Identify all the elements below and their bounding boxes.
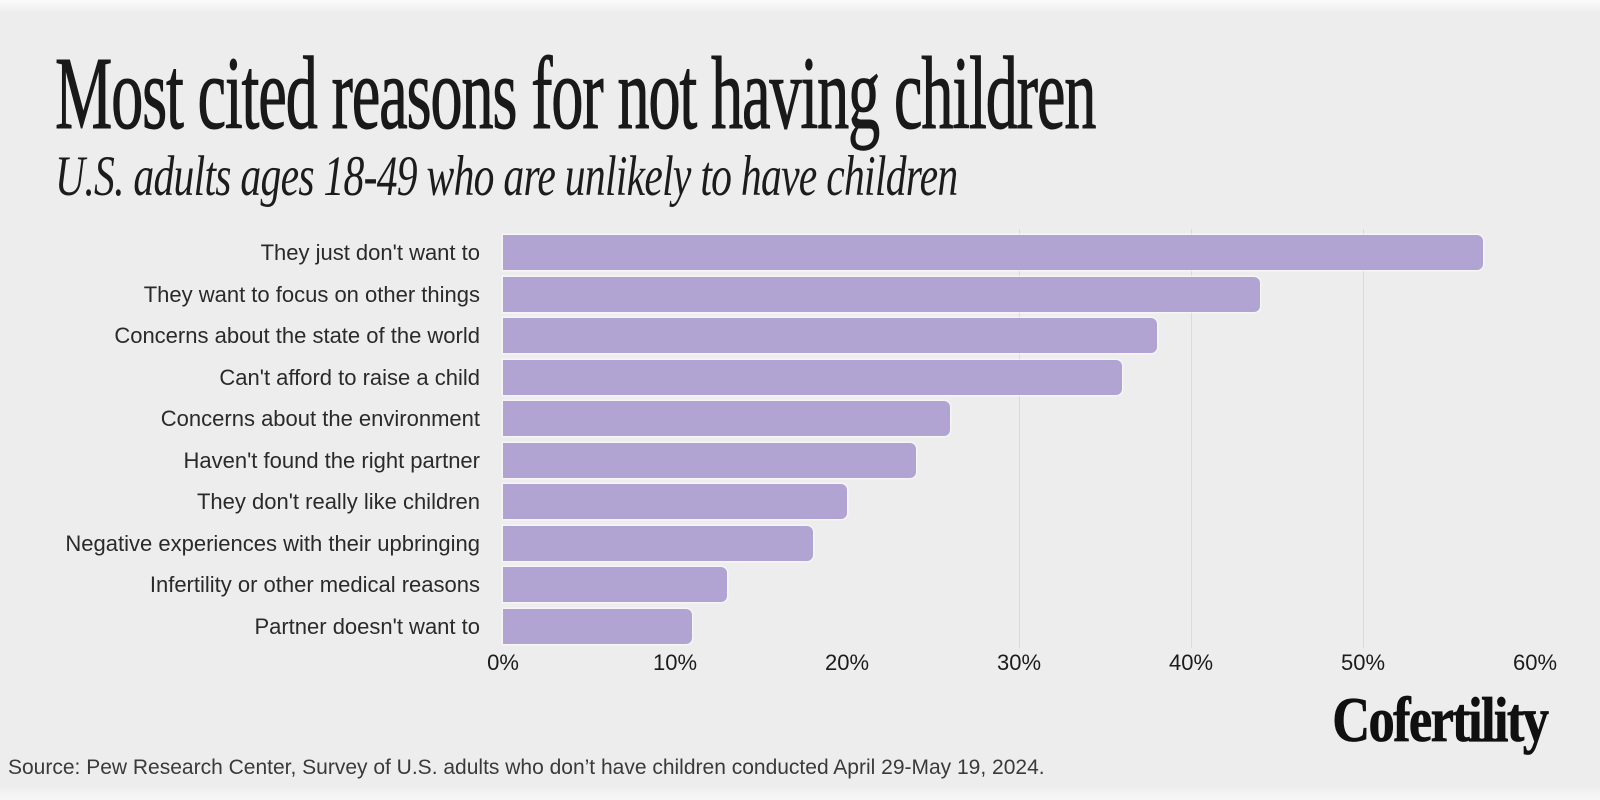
axis-tick-label: 20%: [824, 650, 870, 675]
grid-line: [1019, 229, 1020, 648]
bar-row: Infertility or other medical reasons: [0, 567, 1600, 603]
bar-label: They want to focus on other things: [143, 281, 480, 307]
bar-row: Partner doesn't want to: [0, 608, 1600, 644]
bar: [503, 608, 693, 644]
bar: [503, 401, 951, 437]
axis-tick-label: 40%: [1168, 650, 1214, 675]
bar: [503, 525, 813, 561]
bar: [503, 359, 1123, 395]
axis-tick-label: 30%: [996, 650, 1042, 675]
source-note: Source: Pew Research Center, Survey of U…: [8, 756, 1045, 779]
bar: [503, 235, 1484, 270]
bar-label: Concerns about the state of the world: [114, 323, 480, 349]
bar-row: They just don't want to: [0, 235, 1600, 270]
bar-label: They don't really like children: [196, 489, 480, 515]
axis-tick-label: 50%: [1340, 650, 1386, 675]
bar-label: Negative experiences with their upbringi…: [65, 530, 480, 556]
bar-row: They want to focus on other things: [0, 276, 1600, 312]
bar-label: Partner doesn't want to: [254, 613, 480, 639]
grid-line: [1191, 229, 1192, 648]
bar-row: Concerns about the state of the world: [0, 318, 1600, 354]
bar: [503, 567, 727, 603]
bar-row: Haven't found the right partner: [0, 442, 1600, 478]
bar-row: Negative experiences with their upbringi…: [0, 525, 1600, 561]
bar-label: They just don't want to: [260, 240, 480, 265]
chart-title: Most cited reasons for not having childr…: [55, 36, 1097, 151]
bar-label: Concerns about the environment: [160, 406, 480, 432]
bar: [503, 318, 1157, 354]
bar-row: They don't really like children: [0, 484, 1600, 520]
chart-subtitle: U.S. adults ages 18-49 who are unlikely …: [55, 145, 958, 208]
axis-tick-label: 0%: [487, 650, 519, 675]
bar-label: Infertility or other medical reasons: [149, 572, 480, 598]
axis-tick-label: 60%: [1512, 650, 1558, 675]
x-axis: 0% 10% 20% 30% 40% 50% 60%: [0, 650, 1600, 680]
bar: [503, 442, 916, 478]
bar-label: Haven't found the right partner: [183, 447, 481, 473]
grid-line: [1363, 229, 1364, 648]
axis-tick-label: 10%: [652, 650, 698, 675]
bar: [503, 276, 1260, 312]
cofertility-logo: Cofertility: [1331, 684, 1549, 755]
bar-row: Concerns about the environment: [0, 401, 1600, 437]
bar-row: Can't afford to raise a child: [0, 359, 1600, 395]
bar-label: Can't afford to raise a child: [219, 364, 480, 390]
bar: [503, 484, 847, 520]
